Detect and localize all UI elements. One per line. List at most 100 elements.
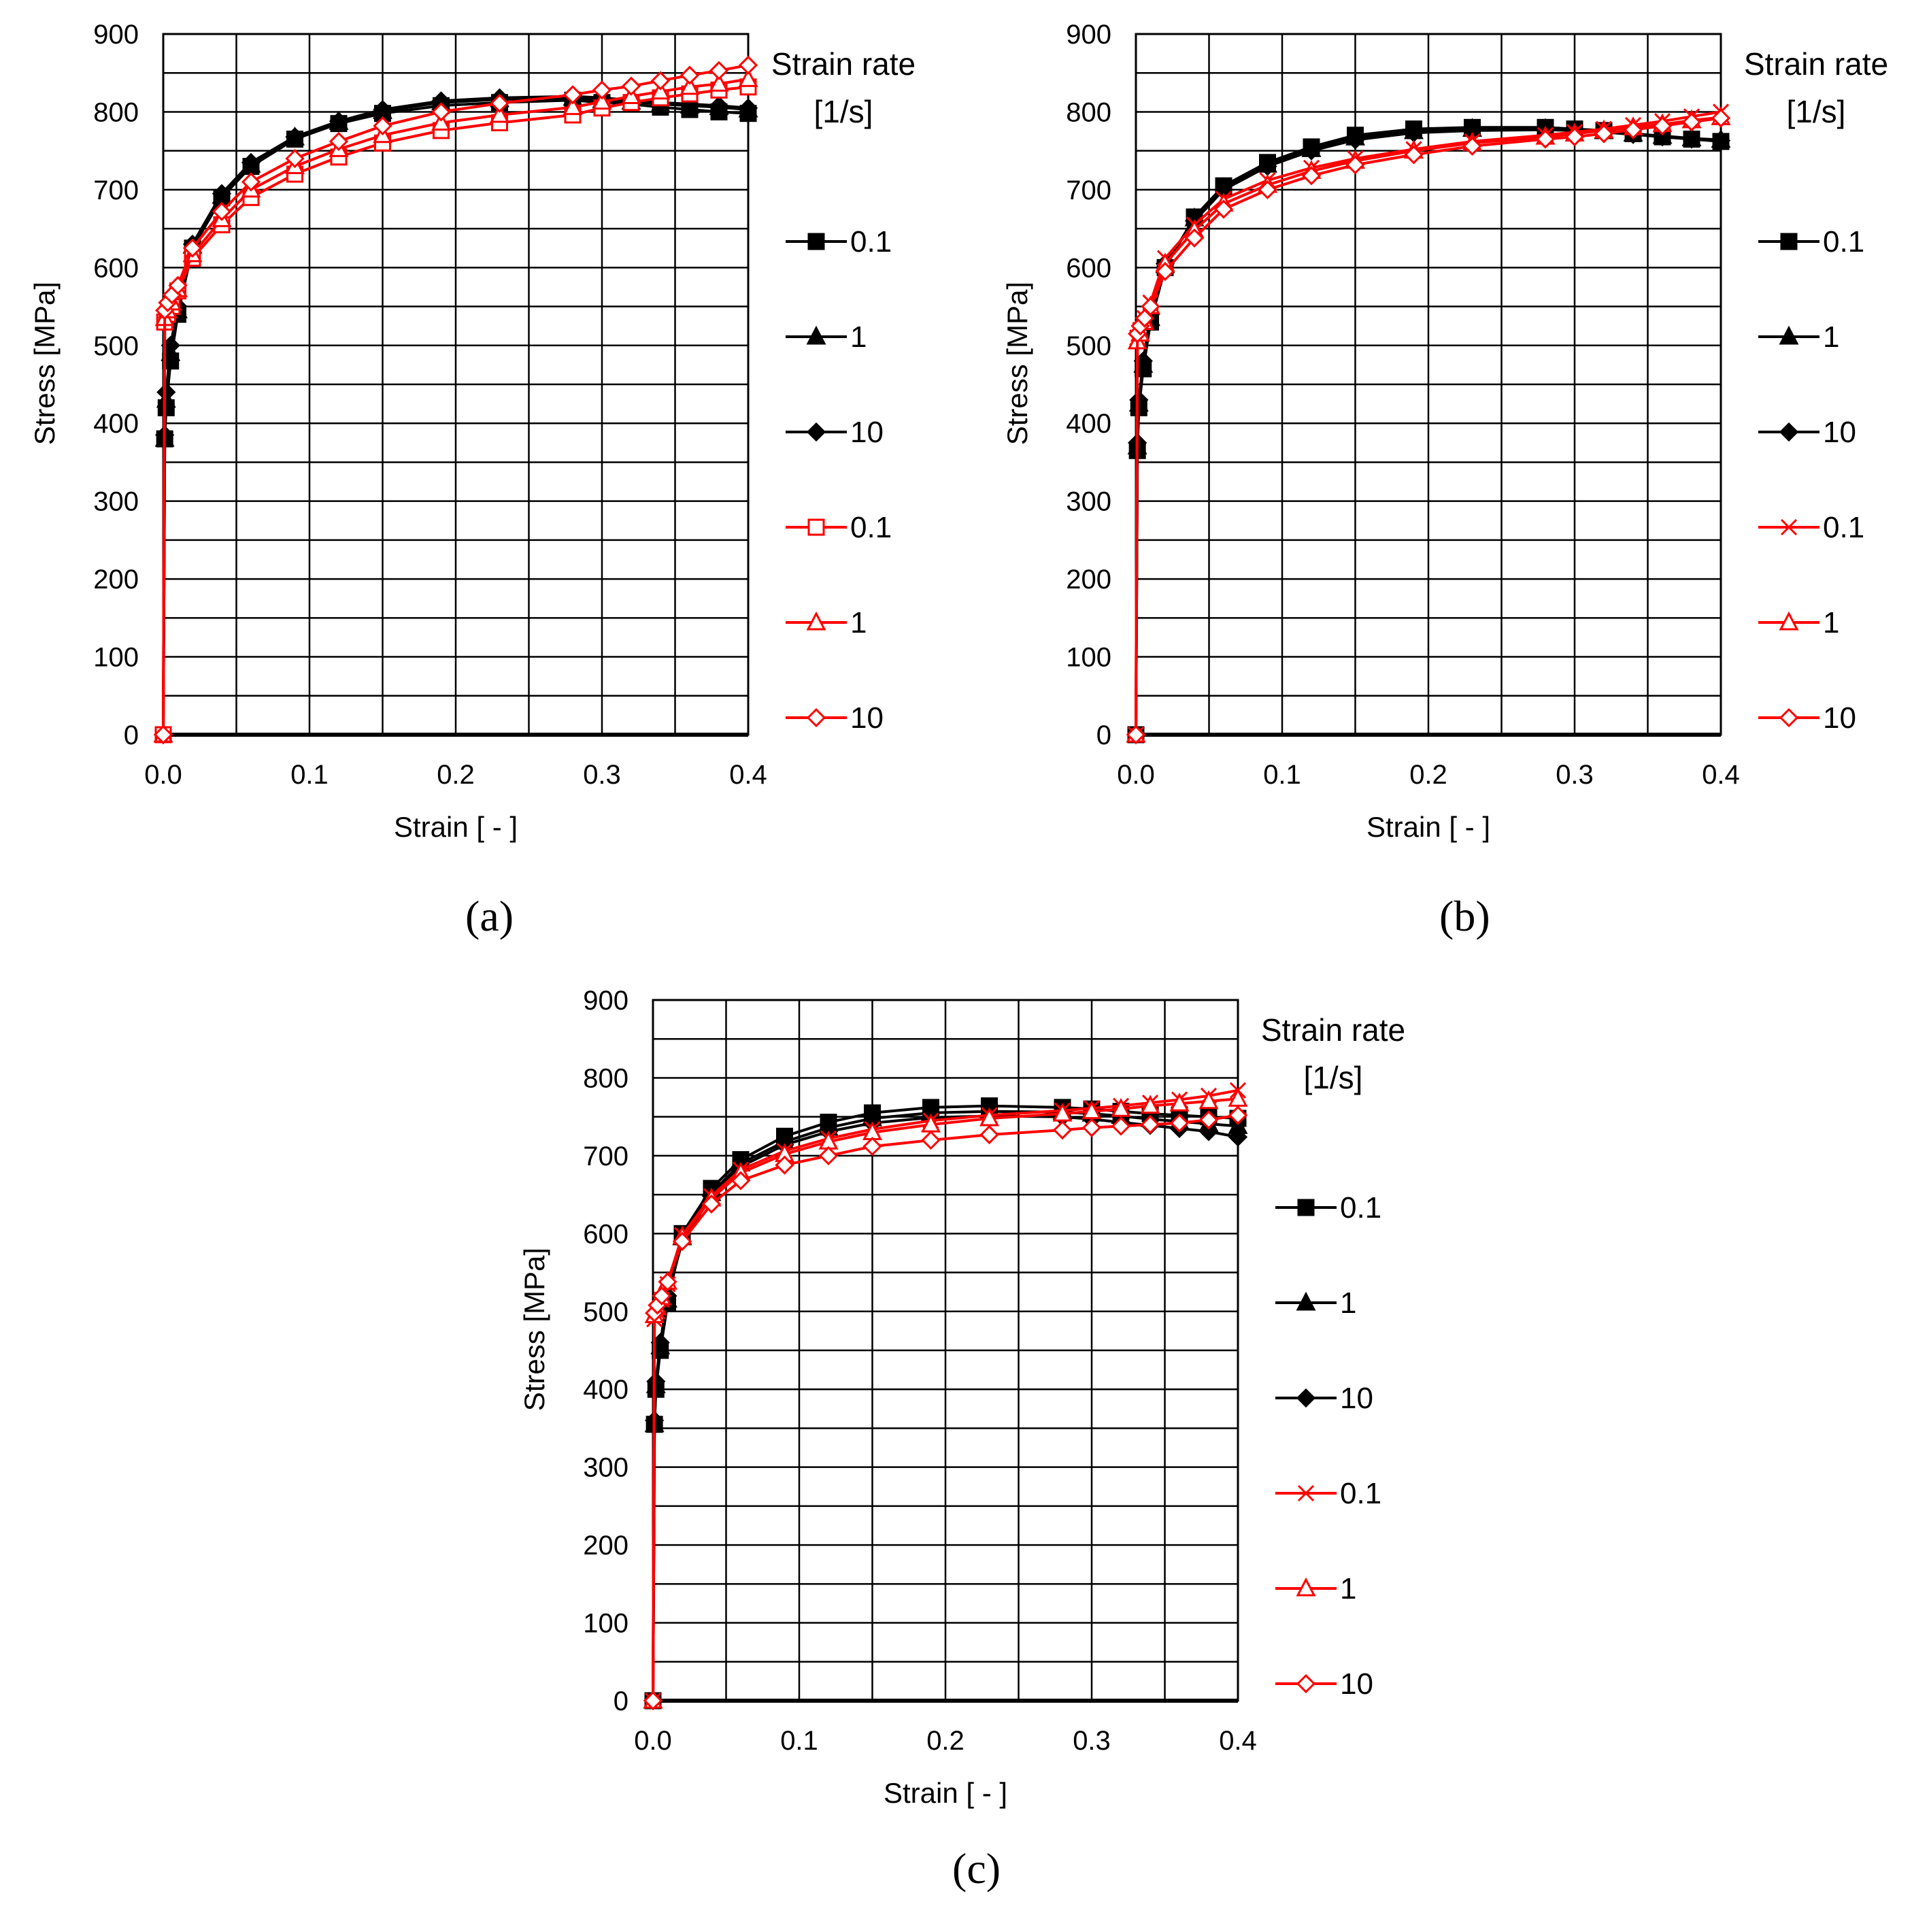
chart-b-ytick-label: 500 bbox=[1066, 331, 1111, 361]
chart-b-xtick-label: 0.1 bbox=[1263, 760, 1301, 790]
chart-a-data-point bbox=[738, 55, 758, 75]
chart-a-legend-label: 1 bbox=[850, 606, 867, 639]
chart-c-svg: 0 100 200 300 400 500 600 700 800 900 0.0 0.1 0.2 0.3… bbox=[518, 986, 1405, 1809]
chart-a-data-point bbox=[563, 96, 583, 116]
chart-a-data-point bbox=[431, 112, 451, 131]
chart-a-data-point bbox=[490, 93, 509, 113]
chart-b-legend-label: 1 bbox=[1823, 320, 1839, 354]
chart-b-series-5 bbox=[1126, 108, 1731, 745]
chart-a-legend-label: 1 bbox=[850, 320, 867, 354]
chart-b-xlabel: Strain [ - ] bbox=[1366, 811, 1490, 843]
chart-c-data-point bbox=[1169, 1113, 1190, 1133]
chart-b-legend-title: Strain rate bbox=[1744, 46, 1888, 82]
chart-a-data-point bbox=[329, 131, 349, 152]
chart-c-ytick-label: 700 bbox=[583, 1142, 628, 1171]
chart-b-legend-title-unit: [1/s] bbox=[1787, 94, 1846, 129]
chart-c-data-point bbox=[1140, 1114, 1160, 1135]
chart-a-xtick-label: 0.1 bbox=[290, 760, 329, 790]
chart-a-data-point bbox=[373, 116, 392, 136]
chart-b-data-point bbox=[1213, 199, 1234, 219]
chart-a-xtick-label: 0.4 bbox=[729, 760, 767, 790]
chart-c-legend-title: Strain rate bbox=[1261, 1012, 1405, 1048]
chart-panel-c: 0 100 200 300 400 500 600 700 800 900 0.0 0.1 0.2 0.3… bbox=[490, 966, 1442, 1837]
chart-c-legend-marker bbox=[1296, 1388, 1316, 1408]
chart-c-data-point bbox=[1111, 1116, 1131, 1136]
chart-a-data-point bbox=[285, 148, 305, 169]
chart-b-data-point bbox=[1301, 166, 1322, 186]
chart-c-legend-label: 0.1 bbox=[1340, 1191, 1381, 1225]
chart-c-data-point bbox=[731, 1171, 751, 1190]
chart-a-xlabel: Strain [ - ] bbox=[394, 811, 518, 843]
chart-a-legend-label: 10 bbox=[850, 416, 884, 449]
chart-c-legend: Strain rate [1/s] 0.1 1 10 0.1 1 10 bbox=[1261, 1012, 1405, 1701]
chart-c-xtick-label: 0.3 bbox=[1073, 1726, 1111, 1756]
chart-c-data-point bbox=[862, 1137, 882, 1156]
chart-a-data-point bbox=[592, 90, 612, 110]
chart-a-ytick-label: 600 bbox=[93, 253, 139, 283]
chart-c-legend-label: 1 bbox=[1340, 1572, 1356, 1605]
chart-c-legend-marker bbox=[1296, 1291, 1316, 1311]
chart-a-data-point bbox=[709, 73, 729, 92]
chart-a-ytick-label: 900 bbox=[93, 20, 139, 50]
chart-b-ytick-label: 800 bbox=[1066, 97, 1111, 127]
chart-b-data-point bbox=[1345, 155, 1365, 175]
chart-a-data-point bbox=[709, 96, 729, 116]
chart-b-data-point bbox=[1711, 108, 1731, 128]
chart-a-data-point bbox=[329, 112, 349, 131]
chart-b-data-point bbox=[1594, 124, 1614, 144]
chart-b-ytick-label: 600 bbox=[1066, 253, 1111, 283]
chart-a-legend-marker bbox=[806, 707, 826, 728]
chart-c-ytick-label: 100 bbox=[583, 1609, 628, 1639]
chart-a-data-point bbox=[738, 68, 758, 87]
chart-b-data-point bbox=[1345, 130, 1365, 150]
chart-c-data-point bbox=[921, 1130, 941, 1150]
chart-b-data-point bbox=[1258, 180, 1277, 200]
chart-c-data-point bbox=[643, 1690, 663, 1711]
chart-b-legend-marker bbox=[1780, 518, 1798, 536]
chart-b-legend-label: 0.1 bbox=[1823, 225, 1864, 259]
chart-c-ytick-label: 800 bbox=[583, 1063, 628, 1093]
chart-c-data-point bbox=[1052, 1120, 1073, 1140]
chart-b-xtick-label: 0.0 bbox=[1117, 760, 1155, 790]
chart-a-legend: Strain rate [1/s] 0.1 1 10 0.1 1 10 bbox=[771, 46, 916, 735]
chart-c-data-point bbox=[1198, 1110, 1219, 1130]
chart-b-data-point bbox=[1404, 145, 1424, 165]
chart-b-xtick-label: 0.3 bbox=[1556, 760, 1594, 790]
chart-a-ytick-label: 0 bbox=[124, 720, 139, 750]
chart-c-legend-marker bbox=[1297, 1199, 1315, 1216]
chart-c-ytick-label: 600 bbox=[583, 1219, 628, 1249]
chart-a-data-point bbox=[738, 98, 758, 118]
chart-a-tick-labels: 0 100 200 300 400 500 600 700 800 900 0.0 0.1 0.2 0.3… bbox=[93, 20, 767, 790]
chart-c-legend-label: 10 bbox=[1340, 1382, 1373, 1415]
chart-c-xtick-label: 0.1 bbox=[780, 1726, 818, 1756]
chart-b-data-point bbox=[1126, 724, 1146, 745]
chart-b-ytick-label: 0 bbox=[1096, 720, 1111, 750]
chart-b-tick-labels: 0 100 200 300 400 500 600 700 800 900 0.0 0.1 0.2 0.3… bbox=[1066, 20, 1740, 790]
caption-c: (c) bbox=[952, 1844, 1001, 1893]
chart-c-data-point bbox=[1228, 1127, 1248, 1147]
chart-b-legend: Strain rate [1/s] 0.1 1 10 0.1 1 10 bbox=[1744, 46, 1888, 735]
chart-a-data-point bbox=[241, 172, 261, 192]
chart-c-ylabel: Stress [MPa] bbox=[518, 1248, 550, 1411]
chart-b-data-point bbox=[1301, 141, 1322, 161]
chart-b-legend-label: 10 bbox=[1823, 701, 1856, 735]
chart-c-data-point bbox=[818, 1146, 839, 1166]
chart-b-data-point bbox=[1652, 127, 1673, 147]
chart-a-legend-marker bbox=[806, 422, 826, 442]
chart-b-data-point bbox=[1129, 390, 1149, 410]
chart-a-data-point bbox=[241, 152, 261, 172]
chart-c-data-point bbox=[1198, 1090, 1219, 1110]
chart-a-data-point bbox=[212, 201, 232, 222]
chart-c-xtick-label: 0.0 bbox=[634, 1726, 672, 1756]
chart-b-ytick-label: 900 bbox=[1066, 20, 1111, 50]
chart-b-data-point bbox=[1141, 297, 1160, 316]
chart-a-xtick-label: 0.2 bbox=[437, 760, 475, 790]
chart-b-ylabel: Stress [MPa] bbox=[1001, 282, 1033, 445]
chart-b-legend-marker bbox=[1779, 325, 1799, 345]
chart-c-ytick-label: 0 bbox=[614, 1686, 628, 1716]
chart-a-ytick-label: 200 bbox=[93, 565, 139, 595]
chart-c-legend-marker bbox=[1297, 1484, 1315, 1502]
chart-a-legend-marker bbox=[807, 233, 825, 250]
chart-b-legend-marker bbox=[1780, 233, 1798, 250]
chart-a-legend-marker bbox=[807, 518, 825, 536]
